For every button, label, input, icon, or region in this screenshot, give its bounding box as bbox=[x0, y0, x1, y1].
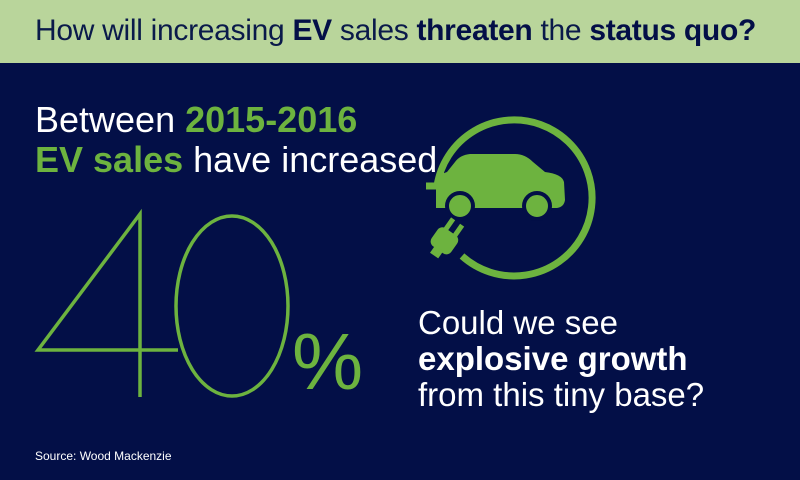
title-text: How will increasing bbox=[35, 14, 293, 47]
stat-value-40 bbox=[34, 208, 290, 398]
title-emphasis: status quo? bbox=[589, 14, 757, 47]
question-line: Could we see bbox=[418, 304, 618, 341]
digit-4 bbox=[34, 208, 178, 397]
digit-0 bbox=[174, 214, 290, 398]
question-line: from this tiny base? bbox=[418, 376, 705, 413]
electric-car-plug-icon bbox=[426, 116, 596, 280]
lead-prefix: Between bbox=[35, 99, 186, 140]
header-banner: How will increasing EV sales threaten th… bbox=[0, 0, 800, 63]
question-emphasis: explosive growth bbox=[418, 340, 688, 377]
lead-ev-sales: EV sales bbox=[35, 139, 184, 180]
lead-suffix: have increased, bbox=[183, 139, 448, 180]
title-text: the bbox=[532, 14, 590, 47]
source-note: Source: Wood Mackenzie bbox=[35, 449, 172, 463]
title-emphasis: threaten bbox=[416, 14, 533, 47]
question-text: Could we see explosive growth from this … bbox=[418, 305, 704, 413]
lead-years: 2015-2016 bbox=[185, 99, 358, 140]
title-text: sales bbox=[331, 14, 417, 47]
lead-text: Between 2015-2016 EV sales have increase… bbox=[35, 100, 447, 180]
page-title: How will increasing EV sales threaten th… bbox=[35, 14, 756, 48]
title-emphasis: EV bbox=[292, 14, 332, 47]
stat-unit: % bbox=[292, 317, 364, 406]
